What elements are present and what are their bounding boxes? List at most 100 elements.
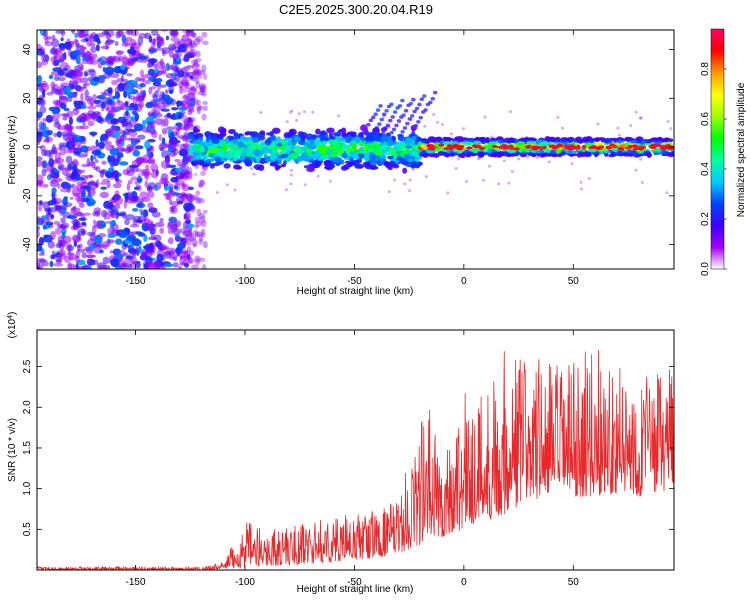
spectrogram-cell bbox=[151, 171, 159, 179]
spectrogram-cell bbox=[413, 144, 419, 151]
spectrogram-cell bbox=[39, 258, 47, 263]
spectrogram-cell bbox=[151, 30, 159, 37]
spectrogram-cell bbox=[375, 108, 381, 112]
spectrogram-cell bbox=[178, 106, 188, 111]
spectrogram-cell bbox=[196, 99, 201, 106]
spectrogram-cell bbox=[81, 221, 87, 226]
spectrogram-cell bbox=[602, 150, 609, 154]
spectrogram-cell bbox=[161, 47, 171, 55]
spectrogram-cell bbox=[617, 133, 621, 137]
spectrogram-cell bbox=[52, 99, 61, 106]
x-tick-label: -150 bbox=[125, 577, 145, 588]
spectrogram-cell bbox=[360, 124, 368, 132]
spectrogram-cell bbox=[55, 89, 62, 96]
spectrogram-cell bbox=[46, 129, 53, 136]
spectrogram-cell bbox=[180, 227, 188, 234]
colorbar: 0.0 0.2 0.4 0.6 0.8 Normalized spectral ampl… bbox=[700, 28, 747, 276]
spectrogram-cell bbox=[37, 174, 44, 182]
spectrogram-cell bbox=[134, 159, 143, 163]
spectrogram-cell bbox=[183, 49, 189, 54]
spectrogram-cell bbox=[108, 126, 118, 133]
spectrogram-cell bbox=[50, 231, 56, 240]
spectrogram-cell bbox=[308, 149, 314, 154]
spectrogram-cell bbox=[668, 138, 674, 143]
spectrogram-cell bbox=[640, 180, 644, 184]
spectrogram-cell bbox=[147, 68, 155, 76]
spectrogram-cell bbox=[126, 72, 133, 77]
spectrogram-cell bbox=[295, 149, 304, 154]
spectrogram-cell bbox=[452, 148, 458, 152]
spectrogram-cell bbox=[39, 46, 46, 56]
spectrogram-cell bbox=[189, 96, 196, 103]
spectrogram-cell bbox=[612, 137, 619, 143]
spectrogram-cell bbox=[556, 144, 563, 148]
spectrogram-cell bbox=[252, 172, 256, 176]
spectrogram-cell bbox=[125, 255, 133, 260]
spectrogram-cell bbox=[185, 155, 192, 163]
spectrogram-cell bbox=[449, 152, 456, 157]
spectrogram-cell bbox=[393, 178, 397, 182]
spectrogram-cell bbox=[597, 137, 605, 141]
spectrogram-cell bbox=[55, 259, 63, 264]
spectrogram-cell bbox=[115, 253, 124, 259]
spectrogram-cell bbox=[187, 256, 193, 264]
spectrogram-cell bbox=[63, 196, 68, 200]
spectrogram-cell bbox=[66, 110, 74, 119]
spectrogram-cell bbox=[205, 141, 211, 147]
spectrogram-cell bbox=[197, 70, 206, 75]
spectrogram-cell bbox=[96, 40, 101, 45]
spectrogram-cell bbox=[387, 190, 391, 194]
spectrogram-cell bbox=[417, 102, 422, 107]
spectrogram-cell bbox=[380, 149, 386, 156]
spectrogram-cell bbox=[124, 38, 129, 47]
spectrogram-cell bbox=[191, 238, 198, 247]
spectrogram-cell bbox=[243, 158, 251, 165]
spectrogram-cell bbox=[184, 211, 192, 220]
spectrogram-cell bbox=[446, 191, 450, 195]
spectrogram-cell bbox=[93, 235, 103, 244]
spectrogram-cell bbox=[372, 141, 377, 147]
spectrogram-cell bbox=[403, 154, 411, 160]
spectrogram-cell bbox=[428, 144, 435, 148]
spectrogram-cell bbox=[199, 87, 205, 93]
spectrogram-cell bbox=[60, 37, 64, 42]
spectrogram-cell bbox=[183, 202, 192, 211]
spectrogram-cell bbox=[196, 106, 201, 115]
spectrogram-cell bbox=[255, 155, 261, 163]
spectrogram-cell bbox=[202, 73, 208, 80]
spectrogram-cell bbox=[491, 144, 498, 149]
spectrogram-cell bbox=[265, 132, 272, 136]
spectrogram-cell bbox=[67, 262, 73, 269]
spectrogram-cell bbox=[446, 144, 453, 148]
spectrogram-cell bbox=[129, 116, 136, 122]
colorbar-tick-label: 0.6 bbox=[700, 112, 711, 126]
spectrogram-cell bbox=[42, 184, 49, 188]
snr-y-ticks: 0.5 1.0 1.5 2.0 2.5 bbox=[22, 359, 674, 536]
spectrogram-cell bbox=[277, 156, 282, 164]
spectrogram-cell bbox=[138, 101, 145, 108]
spectrogram-cell bbox=[181, 114, 189, 123]
spectrogram-cell bbox=[169, 30, 179, 37]
spectrogram-cell bbox=[179, 85, 184, 95]
spectrogram-cell bbox=[86, 145, 91, 152]
spectrogram-cell bbox=[130, 223, 140, 228]
spectrogram-cell bbox=[479, 146, 486, 150]
spectrogram-cell bbox=[58, 95, 68, 101]
colorbar-tick-label: 0.0 bbox=[700, 262, 711, 276]
spectrogram-cell bbox=[37, 229, 40, 239]
spectrogram-cell bbox=[146, 62, 152, 69]
spectrogram-cell bbox=[50, 214, 55, 220]
spectrogram-cell bbox=[193, 58, 199, 66]
spectrogram-cell bbox=[147, 202, 154, 209]
spectrogram-cell bbox=[349, 157, 354, 162]
spectrogram-cell bbox=[165, 195, 171, 201]
spectrogram-cell bbox=[63, 86, 72, 96]
spectrogram-cell bbox=[112, 223, 119, 232]
spectrogram-cell bbox=[189, 194, 196, 202]
spectrogram-cell bbox=[167, 64, 174, 71]
spectrogram-cell bbox=[269, 162, 278, 167]
spectrogram-cell bbox=[80, 228, 85, 235]
spectrogram-cell bbox=[355, 136, 361, 143]
spectrogram-cell bbox=[444, 141, 452, 145]
